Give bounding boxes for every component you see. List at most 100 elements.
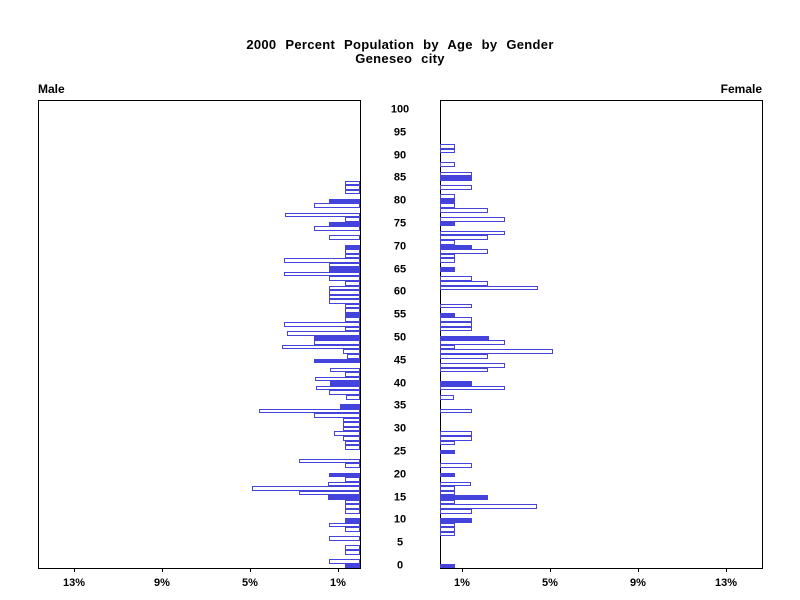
- right-pct-tick-13: [726, 568, 727, 572]
- bar-male-age-13: [345, 504, 360, 509]
- bar-male-age-30: [343, 426, 360, 432]
- age-tick-label-100: 100: [390, 103, 410, 116]
- bar-male-age-40: [329, 381, 360, 386]
- bar-male-age-46: [346, 353, 360, 359]
- left-pct-label-5: 5%: [242, 577, 258, 589]
- age-tick-label-80: 80: [393, 194, 407, 207]
- bar-female-age-72: [440, 235, 489, 240]
- bar-female-age-29: [440, 431, 472, 437]
- right-pct-label-13: 13%: [714, 577, 738, 589]
- bar-female-age-80: [440, 198, 456, 204]
- chart-title-line-2: Geneseo city: [355, 51, 445, 66]
- left-pct-tick-1: [338, 568, 339, 572]
- bar-female-age-28: [440, 436, 472, 441]
- bar-female-age-54: [440, 317, 472, 323]
- age-tick-label-30: 30: [393, 422, 407, 435]
- bar-female-age-71: [440, 239, 456, 245]
- left-pct-tick-9: [162, 568, 163, 572]
- left-pct-label-9: 9%: [154, 577, 170, 589]
- right-pct-label-5: 5%: [542, 577, 558, 589]
- bar-male-age-67: [284, 258, 360, 263]
- bar-female-age-22: [440, 463, 472, 468]
- bar-female-age-62: [440, 281, 489, 286]
- bar-male-age-68: [344, 253, 360, 259]
- age-tick-label-90: 90: [393, 149, 407, 162]
- bar-male-age-29: [334, 431, 360, 437]
- right-pct-label-1: 1%: [454, 577, 470, 589]
- chart-title-line-1: 2000 Percent Population by Age by Gender: [246, 37, 554, 52]
- bar-male-age-75: [329, 221, 360, 227]
- bar-female-age-43: [440, 367, 489, 373]
- bar-female-age-79: [440, 203, 456, 209]
- bar-male-age-4: [345, 545, 360, 551]
- age-tick-label-85: 85: [393, 171, 407, 184]
- bar-female-age-10: [440, 518, 472, 523]
- bar-female-age-92: [440, 144, 456, 149]
- bar-male-age-54: [344, 317, 360, 323]
- bar-female-age-85: [440, 176, 472, 181]
- bar-female-age-49: [440, 340, 505, 345]
- female-panel-label: Female: [720, 82, 762, 96]
- bar-female-age-61: [440, 285, 538, 291]
- bar-male-age-42: [344, 372, 360, 377]
- bar-female-age-70: [440, 244, 472, 250]
- right-pct-tick-5: [550, 568, 551, 572]
- bar-male-age-63: [329, 276, 360, 281]
- age-tick-label-10: 10: [393, 513, 407, 526]
- bar-male-age-16: [299, 490, 360, 496]
- bar-female-age-27: [440, 440, 456, 446]
- bar-male-age-62: [344, 281, 360, 286]
- bar-female-age-65: [440, 267, 456, 272]
- bar-female-age-68: [440, 253, 456, 259]
- bar-female-age-47: [440, 349, 554, 354]
- bar-male-age-33: [314, 413, 360, 418]
- bar-female-age-14: [440, 499, 455, 505]
- bar-female-age-91: [440, 148, 456, 154]
- age-tick-label-20: 20: [393, 468, 407, 481]
- bar-male-age-45: [313, 358, 360, 364]
- bar-female-age-20: [440, 472, 455, 478]
- age-tick-label-95: 95: [393, 126, 407, 139]
- bar-female-age-13: [440, 504, 537, 509]
- right-pct-tick-9: [638, 568, 639, 572]
- bar-male-age-58: [329, 299, 360, 304]
- bar-male-age-53: [284, 322, 360, 327]
- bar-male-age-60: [329, 290, 360, 295]
- bar-female-age-83: [440, 185, 472, 190]
- bar-male-age-49: [313, 340, 360, 345]
- bar-male-age-9: [329, 522, 360, 528]
- bar-male-age-14: [345, 499, 360, 505]
- bar-male-age-6: [329, 536, 360, 541]
- bar-female-age-12: [440, 509, 472, 514]
- bar-female-age-16: [440, 490, 455, 496]
- right-pct-tick-1: [462, 568, 463, 572]
- bar-female-age-88: [440, 162, 456, 167]
- bar-male-age-70: [344, 244, 360, 250]
- bar-male-age-18: [328, 481, 360, 487]
- bar-female-age-0: [440, 563, 455, 569]
- bar-male-age-26: [345, 445, 360, 450]
- age-tick-label-5: 5: [396, 536, 404, 549]
- age-tick-label-0: 0: [396, 559, 404, 572]
- bar-female-age-55: [440, 312, 456, 318]
- bar-male-age-41: [314, 376, 360, 382]
- bar-female-age-73: [440, 230, 505, 236]
- bar-male-age-19: [344, 477, 360, 482]
- bar-female-age-25: [440, 449, 456, 455]
- bar-female-age-75: [440, 221, 456, 227]
- bar-female-age-46: [440, 353, 489, 359]
- bar-male-age-84: [344, 180, 360, 186]
- bar-female-age-50: [440, 335, 490, 341]
- bar-female-age-8: [440, 527, 455, 532]
- male-panel-label: Male: [38, 82, 65, 96]
- age-tick-label-55: 55: [393, 308, 407, 321]
- bar-male-age-1: [329, 559, 360, 564]
- left-pct-tick-13: [74, 568, 75, 572]
- bar-male-age-72: [329, 235, 360, 240]
- bar-female-age-40: [440, 381, 472, 386]
- bar-male-age-69: [344, 249, 360, 254]
- bar-female-age-67: [440, 258, 456, 263]
- age-tick-label-65: 65: [393, 263, 407, 276]
- bar-female-age-9: [440, 522, 455, 528]
